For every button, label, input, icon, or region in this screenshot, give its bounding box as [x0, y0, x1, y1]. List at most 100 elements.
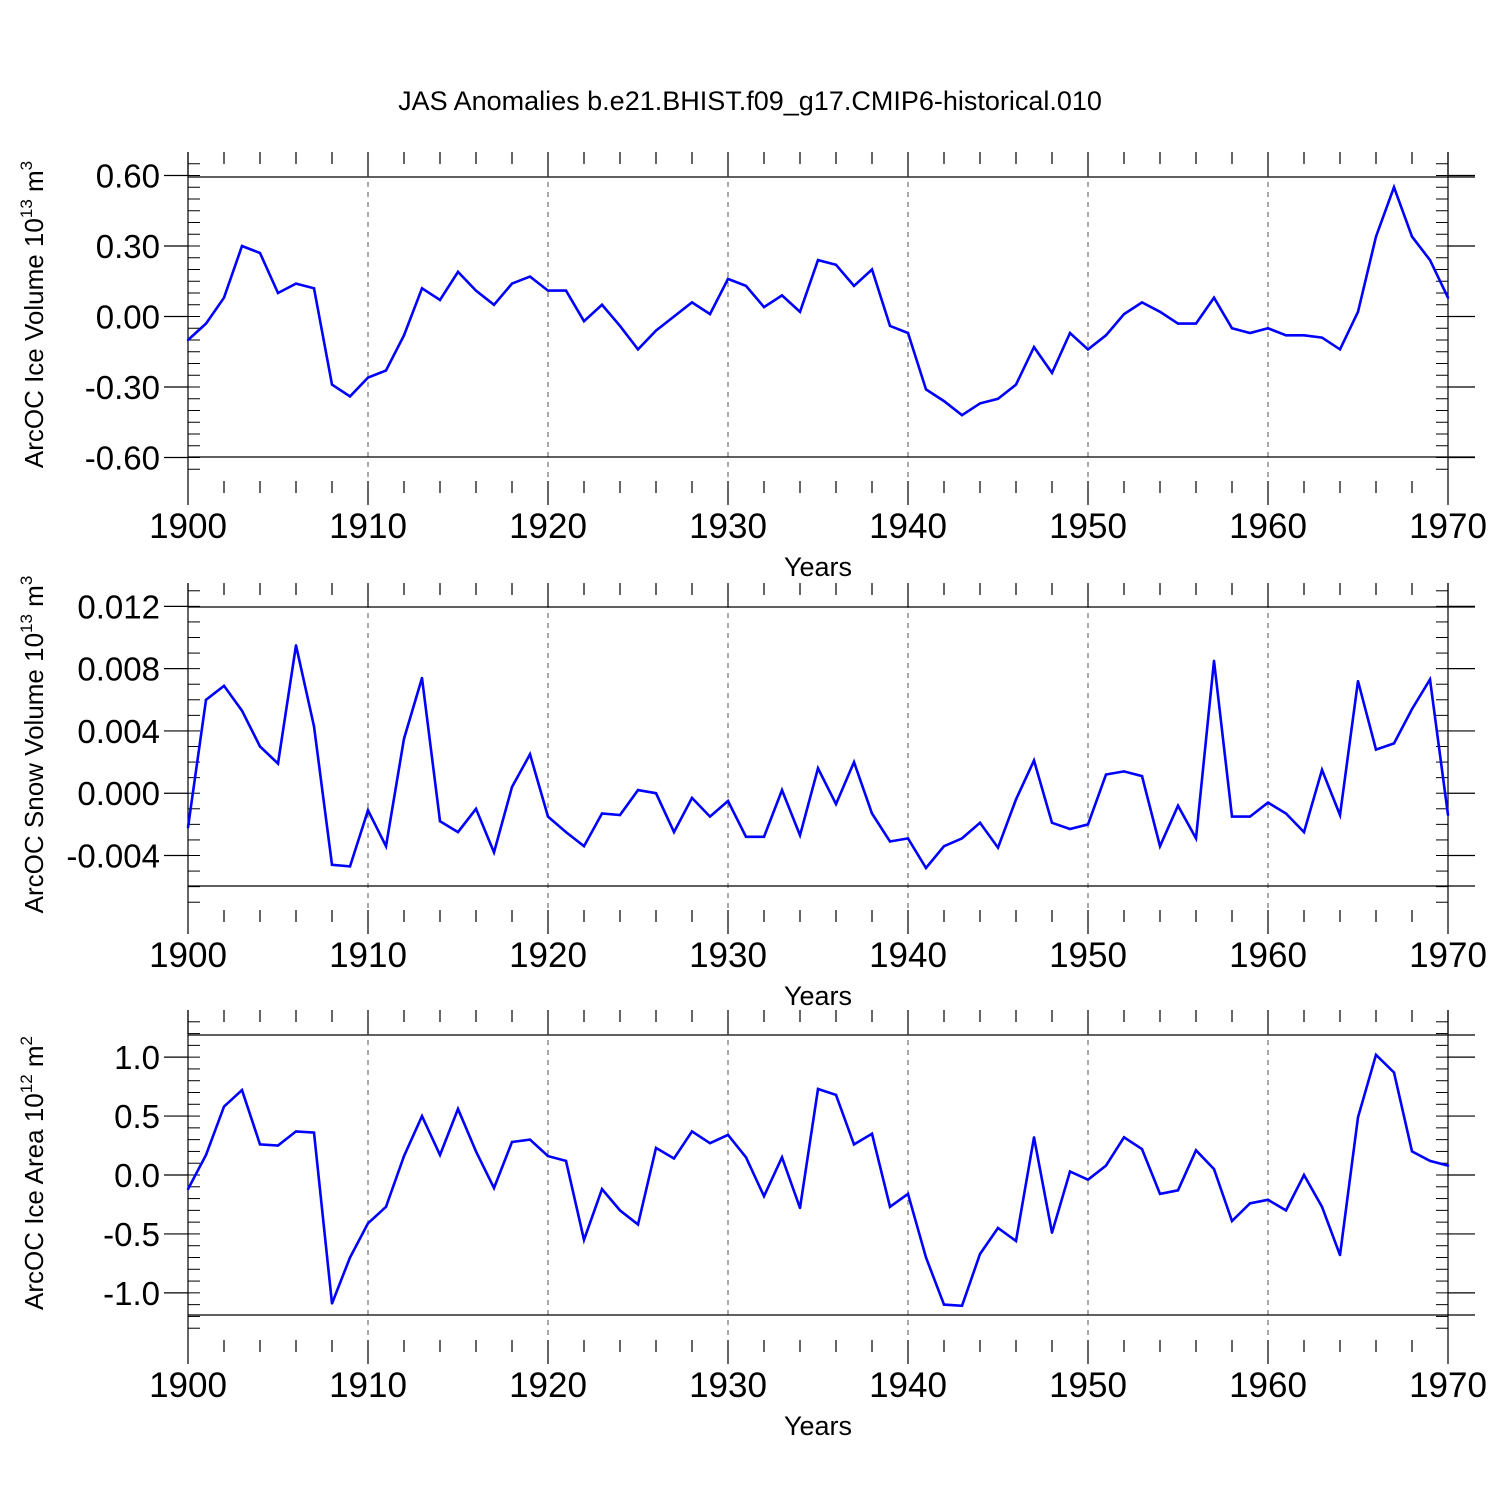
data-point	[1374, 1053, 1378, 1056]
data-point	[870, 812, 874, 815]
y-axis-label: ArcOC Snow Volume 1013 m3	[17, 576, 49, 914]
x-tick-label: 1940	[869, 507, 947, 546]
data-point	[1338, 348, 1342, 351]
data-point	[492, 851, 496, 854]
data-point	[1248, 1202, 1252, 1205]
data-point	[1374, 748, 1378, 751]
y-tick-label: -0.60	[85, 440, 160, 477]
data-point	[1122, 770, 1126, 773]
data-point	[1446, 1164, 1450, 1167]
data-point	[258, 1143, 262, 1146]
data-point	[294, 1130, 298, 1133]
y-axis-label-text: ArcOC Snow Volume 10	[19, 633, 49, 913]
data-point	[1194, 1149, 1198, 1152]
data-point	[276, 291, 280, 295]
y-tick-label: 0.004	[77, 713, 160, 750]
data-point	[834, 802, 838, 806]
data-point	[582, 1238, 586, 1242]
y-axis-label-unit: m	[19, 170, 49, 199]
data-point	[1428, 258, 1432, 262]
data-point	[870, 268, 874, 271]
data-point	[528, 275, 532, 278]
data-point	[744, 835, 748, 839]
data-point	[1302, 830, 1306, 834]
data-point	[312, 287, 316, 290]
y-axis-label-exponent: 13	[17, 199, 36, 218]
data-point	[1194, 322, 1198, 325]
data-point	[366, 809, 370, 812]
data-point	[978, 821, 982, 824]
data-point	[1302, 1173, 1306, 1177]
data-point	[1176, 804, 1180, 807]
data-point	[1140, 301, 1144, 304]
data-point	[600, 812, 604, 815]
data-point	[510, 785, 514, 789]
data-point	[1320, 768, 1324, 772]
data-point	[726, 799, 730, 803]
data-point	[618, 324, 622, 328]
data-point	[942, 1303, 946, 1306]
data-point	[708, 312, 712, 316]
x-tick-label: 1910	[329, 1366, 407, 1405]
data-point	[456, 1107, 460, 1111]
data-point	[582, 320, 586, 323]
data-point	[978, 1252, 982, 1256]
y-tick-label: 0.012	[77, 588, 160, 625]
data-point	[924, 388, 928, 391]
data-point	[690, 796, 694, 800]
data-point	[420, 1114, 424, 1118]
data-point	[348, 395, 352, 398]
data-point	[996, 1226, 1000, 1230]
data-point	[528, 1138, 532, 1141]
data-point	[1266, 327, 1270, 330]
y-axis-label-unit-exponent: 3	[17, 576, 36, 585]
data-point	[1140, 1147, 1144, 1151]
data-point	[960, 414, 964, 417]
data-point	[1122, 1136, 1126, 1139]
data-point	[564, 830, 568, 834]
data-point	[474, 1150, 478, 1153]
data-point	[888, 1205, 892, 1209]
data-point	[330, 1302, 334, 1305]
data-point	[222, 296, 226, 299]
data-point	[636, 348, 640, 351]
data-point	[474, 807, 478, 810]
data-point	[564, 1159, 568, 1163]
data-point	[924, 866, 928, 870]
data-point	[1338, 813, 1342, 817]
data-point	[672, 315, 676, 318]
data-point	[1086, 1178, 1090, 1181]
data-point	[438, 298, 442, 302]
x-tick-label: 1960	[1229, 1366, 1307, 1405]
y-axis-label-text: ArcOC Ice Area 10	[19, 1093, 49, 1310]
data-point	[1086, 348, 1090, 351]
series-line	[186, 645, 1450, 871]
data-point	[276, 762, 280, 765]
y-tick-label: 0.30	[96, 228, 160, 265]
data-point	[618, 1209, 622, 1212]
data-point	[1446, 296, 1450, 299]
data-point	[816, 767, 820, 770]
data-point	[996, 397, 1000, 400]
data-point	[294, 644, 298, 647]
data-point	[258, 251, 262, 255]
data-point	[654, 1146, 658, 1150]
x-tick-label: 1900	[149, 936, 227, 975]
data-point	[1230, 1219, 1234, 1223]
data-point	[1032, 1136, 1036, 1139]
data-point	[1068, 1170, 1072, 1173]
data-point	[1410, 1150, 1414, 1153]
data-point	[1374, 235, 1378, 238]
data-point	[204, 1153, 208, 1157]
data-point	[510, 1140, 514, 1144]
data-point	[906, 1192, 910, 1196]
x-tick-label: 1900	[149, 1366, 227, 1405]
data-point	[690, 301, 694, 304]
data-point	[888, 324, 892, 328]
panel-2: 1900 1910 1920 1930 1940 1950 1960 1970 Years 0.0…	[17, 576, 1487, 1011]
data-point	[1032, 345, 1036, 349]
y-tick-label: 0.00	[96, 299, 160, 336]
data-point	[1266, 1198, 1270, 1201]
chart-panels: 1900 1910 1920 1930 1940 1950 1960 1970 Years 0.6…	[17, 152, 1487, 1441]
data-point	[1176, 322, 1180, 325]
